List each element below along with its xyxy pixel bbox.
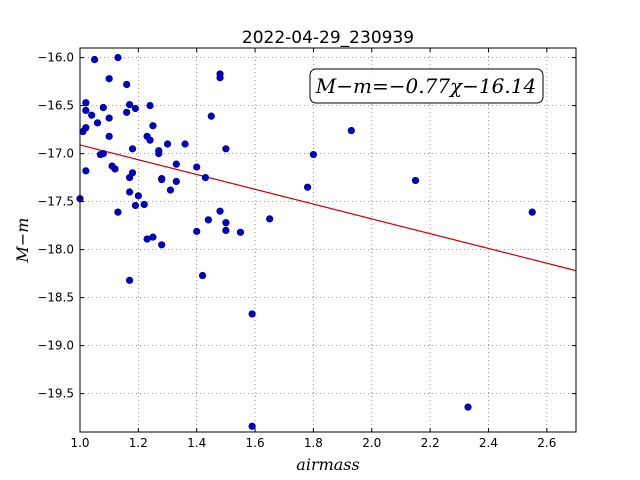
data-points: [76, 53, 536, 430]
data-point: [114, 208, 122, 216]
data-point: [126, 101, 134, 109]
data-point: [105, 114, 113, 122]
data-point: [134, 192, 142, 200]
data-point: [172, 160, 180, 168]
data-point: [222, 219, 230, 227]
data-point: [158, 175, 166, 184]
data-point: [128, 169, 137, 177]
data-point: [140, 200, 148, 209]
y-tick-label: −19.5: [37, 387, 74, 401]
data-point: [193, 163, 201, 171]
x-tick-label: 1.4: [187, 436, 206, 450]
data-point: [204, 216, 212, 224]
data-point: [266, 215, 274, 223]
data-point: [155, 150, 163, 158]
data-point: [149, 122, 157, 130]
data-point: [90, 55, 99, 64]
data-point: [128, 145, 137, 153]
data-point: [528, 208, 536, 216]
x-axis-label: airmass: [296, 455, 359, 474]
data-point: [303, 183, 312, 191]
data-point: [88, 111, 96, 119]
data-point: [198, 271, 207, 280]
y-tick-labels: −16.0 −16.5 −17.0 −17.5 −18.0 −18.5 −19.0 −19.5: [37, 51, 74, 401]
x-tick-label: 1.6: [246, 436, 265, 450]
data-point: [163, 140, 172, 148]
y-tick-label: −18.0: [37, 243, 74, 257]
data-point: [248, 310, 256, 318]
y-axis-label: M−m: [13, 218, 32, 264]
data-point: [82, 99, 90, 107]
axis-ticks: [79, 48, 576, 432]
y-tick-label: −16.0: [37, 51, 74, 65]
data-point: [99, 150, 107, 158]
data-point: [131, 104, 140, 113]
data-point: [464, 403, 472, 411]
data-point: [111, 165, 119, 173]
plot-area-frame: [79, 47, 577, 433]
data-point: [131, 201, 140, 210]
data-point: [172, 177, 180, 186]
data-point: [216, 74, 224, 82]
y-tick-label: −19.0: [37, 339, 74, 353]
x-tick-label: 2.6: [537, 436, 556, 450]
data-point: [222, 226, 230, 234]
data-point: [149, 233, 157, 241]
data-point: [99, 103, 107, 112]
y-tick-label: −17.5: [37, 195, 74, 209]
data-point: [126, 276, 134, 284]
data-point: [236, 228, 245, 236]
x-tick-labels: 1.0 1.2 1.4 1.6 1.8 2.0 2.2 2.4 2.6: [70, 436, 556, 450]
data-point: [82, 167, 90, 175]
data-point: [123, 108, 131, 116]
data-point: [309, 150, 318, 159]
y-tick-label: −18.5: [37, 291, 74, 305]
data-point: [105, 132, 113, 140]
data-point: [146, 101, 154, 110]
data-point: [411, 176, 420, 185]
data-point: [158, 241, 166, 249]
data-point: [82, 106, 90, 114]
x-tick-label: 2.0: [362, 436, 381, 450]
fit-annotation: M−m=−0.77χ−16.14: [309, 68, 544, 104]
data-point: [105, 75, 113, 83]
y-tick-label: −16.5: [37, 99, 74, 113]
x-tick-label: 1.0: [70, 436, 89, 450]
data-point: [207, 112, 215, 120]
data-point: [123, 80, 131, 89]
grid: [79, 48, 576, 432]
data-point: [216, 207, 224, 215]
data-point: [248, 422, 256, 430]
data-point: [114, 53, 122, 62]
annotation-box: [309, 68, 544, 104]
data-point: [347, 126, 355, 135]
x-tick-label: 2.2: [421, 436, 440, 450]
data-point: [126, 188, 134, 196]
data-point: [93, 119, 102, 127]
data-point: [82, 124, 90, 132]
x-tick-label: 2.4: [479, 436, 498, 450]
fit-line-layer: [79, 144, 577, 272]
data-point: [181, 140, 189, 148]
data-point: [222, 145, 230, 153]
x-tick-label: 1.8: [304, 436, 323, 450]
x-tick-label: 1.2: [129, 436, 148, 450]
fit-line: [79, 144, 577, 272]
data-point: [146, 136, 154, 144]
annotation-text: M−m=−0.77χ−16.14: [315, 74, 536, 98]
data-point: [201, 174, 210, 182]
chart-title: 2022-04-29_230939: [242, 28, 414, 48]
data-point: [166, 186, 175, 194]
data-point: [193, 227, 201, 235]
y-tick-label: −17.0: [37, 147, 74, 161]
